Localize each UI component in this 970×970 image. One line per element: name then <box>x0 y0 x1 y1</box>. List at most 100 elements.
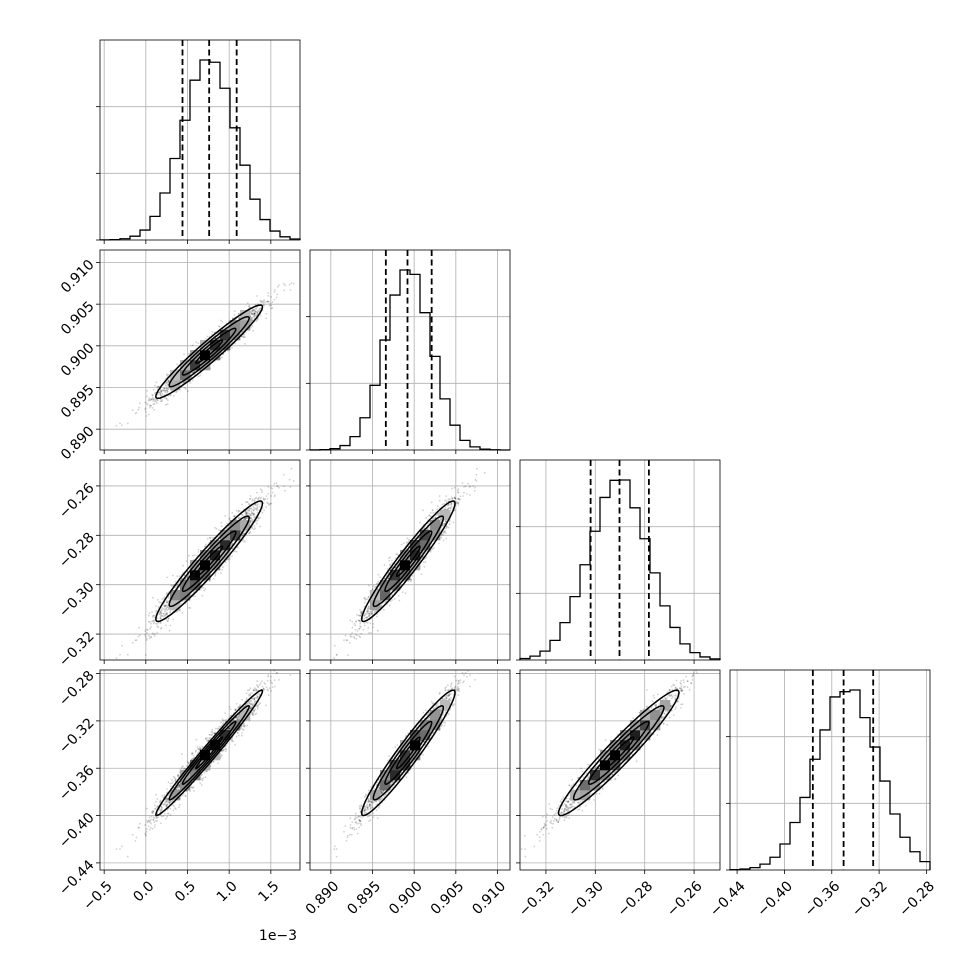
sample-point <box>267 493 269 495</box>
sample-point <box>145 415 148 417</box>
sample-point <box>181 612 184 614</box>
sample-point <box>201 594 204 597</box>
sample-point <box>144 630 147 632</box>
sample-point <box>169 393 172 396</box>
sample-point <box>292 480 295 482</box>
sample-point <box>197 548 200 551</box>
sample-point <box>150 398 153 401</box>
sample-point <box>391 559 393 562</box>
sample-point <box>259 516 262 519</box>
sample-point <box>370 613 373 615</box>
sample-point <box>242 336 245 338</box>
density-cell <box>220 540 231 551</box>
sample-point <box>220 572 222 574</box>
sample-point <box>182 381 185 384</box>
sample-point <box>164 391 167 394</box>
sample-point <box>164 610 166 613</box>
sample-point <box>261 491 263 494</box>
sample-point <box>251 310 254 313</box>
sample-point <box>147 413 150 416</box>
sample-point <box>244 512 247 514</box>
sample-point <box>363 622 366 624</box>
sample-point <box>165 389 168 392</box>
sample-point <box>164 390 167 392</box>
sample-point <box>354 628 357 631</box>
sample-point <box>264 498 267 500</box>
sample-point <box>168 629 171 632</box>
sample-point <box>256 504 258 507</box>
sample-point <box>165 592 168 594</box>
sample-point <box>359 620 362 623</box>
sample-point <box>156 399 159 401</box>
sample-point <box>145 628 148 631</box>
sample-point <box>265 317 267 320</box>
sample-point <box>253 516 256 518</box>
sample-point <box>429 550 432 553</box>
sample-point <box>237 509 240 512</box>
sample-point <box>245 512 248 515</box>
sample-point <box>159 389 162 391</box>
sample-point <box>455 502 458 505</box>
sample-point <box>221 569 223 571</box>
sample-point <box>251 520 254 523</box>
sample-point <box>197 342 200 345</box>
sample-point <box>166 606 169 609</box>
sample-point <box>255 314 258 316</box>
sample-point <box>355 620 357 623</box>
sample-point <box>119 422 121 425</box>
sample-point <box>250 312 253 314</box>
sample-point <box>160 390 163 392</box>
sample-point <box>205 337 207 340</box>
sample-point <box>245 501 248 503</box>
sample-point <box>276 485 279 487</box>
sample-point <box>191 379 194 381</box>
sample-point <box>244 518 247 520</box>
sample-point <box>162 608 165 610</box>
sample-point <box>245 501 247 504</box>
sample-point <box>257 497 259 500</box>
scatter-points-1-0 <box>115 282 295 427</box>
sample-point <box>376 582 379 584</box>
sample-point <box>220 561 222 564</box>
sample-point <box>157 385 160 388</box>
sample-point <box>166 609 169 611</box>
sample-point <box>152 619 155 622</box>
sample-point <box>273 482 276 485</box>
sample-point <box>274 494 276 496</box>
sample-point <box>232 515 235 518</box>
sample-point <box>389 564 391 566</box>
sample-point <box>278 486 280 489</box>
sample-point <box>252 310 255 313</box>
sample-point <box>165 604 168 607</box>
sample-point <box>167 387 170 390</box>
sample-point <box>265 506 267 508</box>
sample-point <box>147 399 150 402</box>
ytick-label-2-0: −0.32 <box>56 628 98 670</box>
sample-point <box>164 384 167 386</box>
sample-point <box>265 312 268 315</box>
sample-point <box>252 329 255 332</box>
sample-point <box>150 626 153 628</box>
sample-point <box>256 295 258 297</box>
sample-point <box>231 555 233 558</box>
sample-point <box>151 407 154 409</box>
sample-point <box>165 390 168 392</box>
sample-point <box>251 518 254 520</box>
sample-point <box>165 618 168 621</box>
sample-point <box>194 595 197 598</box>
corner-panels: 0.8900.8950.9000.9050.910−0.32−0.30−0.28… <box>56 39 938 920</box>
sample-point <box>208 536 211 539</box>
sample-point <box>248 503 251 506</box>
sample-point <box>151 620 154 623</box>
sample-point <box>377 573 380 576</box>
sample-point <box>431 547 434 550</box>
sample-point <box>248 532 251 534</box>
sample-point <box>160 390 163 393</box>
scatter-panel-2-0: −0.32−0.30−0.28−0.26 <box>56 459 301 670</box>
sample-point <box>288 283 291 286</box>
sample-point <box>254 304 257 306</box>
sample-point <box>356 634 358 637</box>
sample-point <box>144 654 147 656</box>
sample-point <box>282 282 285 285</box>
sample-point <box>245 517 247 520</box>
